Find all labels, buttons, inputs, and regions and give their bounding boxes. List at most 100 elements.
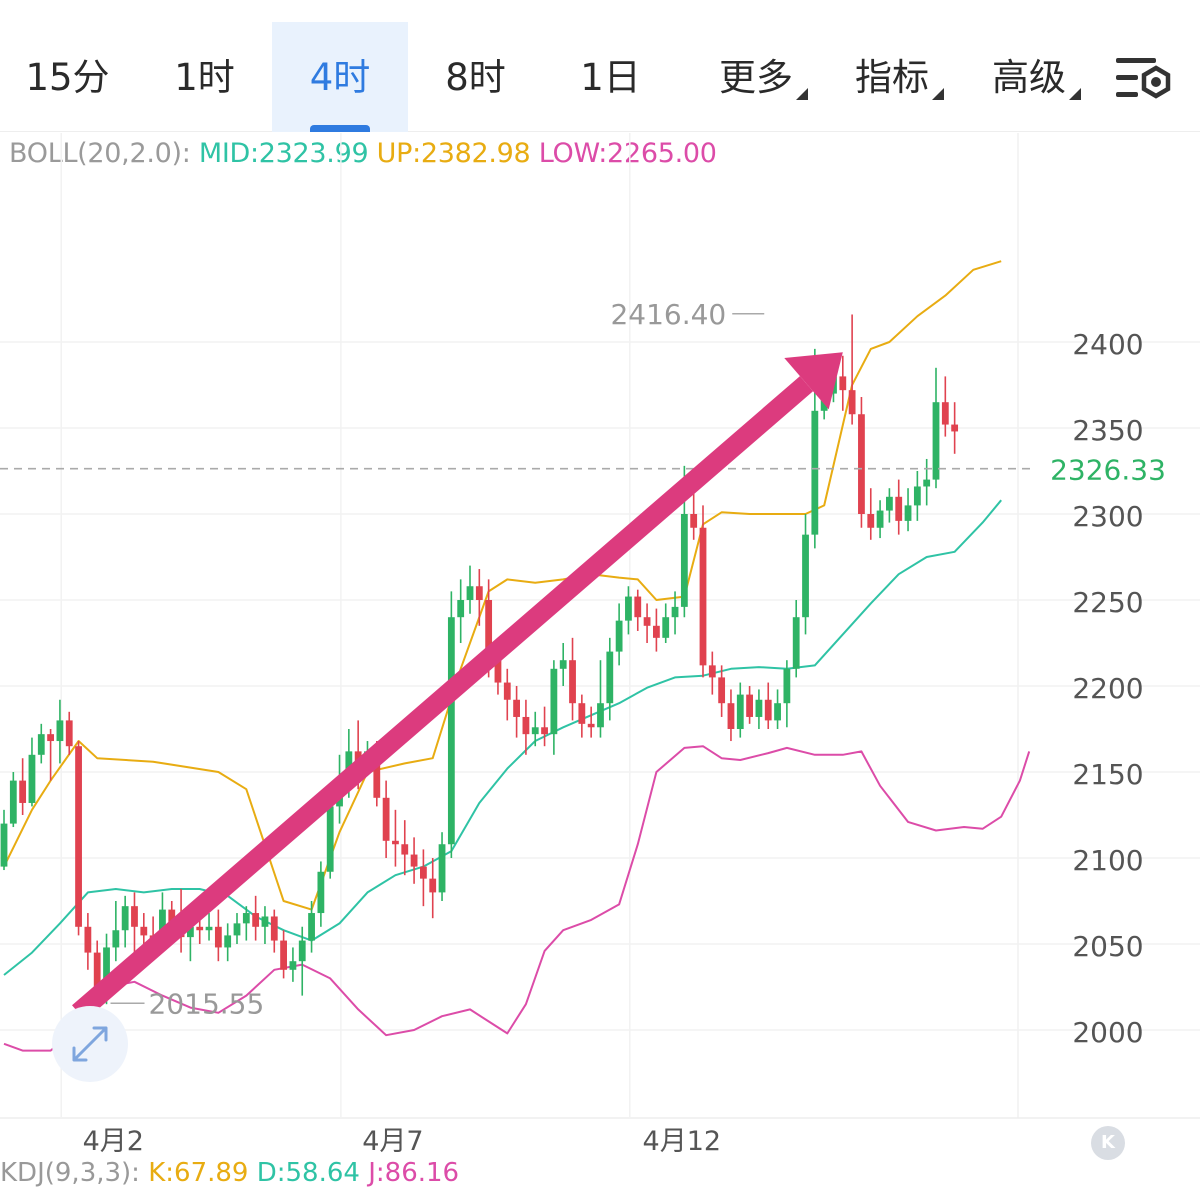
candle xyxy=(317,861,325,927)
tab-indicators[interactable]: 指标 xyxy=(842,22,944,132)
candle xyxy=(84,913,92,970)
kdj-indicator-name: KDJ(9,3,3): xyxy=(0,1158,140,1188)
candle xyxy=(261,906,269,944)
tab-1day[interactable]: 1日 xyxy=(553,22,668,132)
candle xyxy=(289,947,297,982)
high-price-label: 2416.40 xyxy=(610,298,726,331)
active-tab-indicator xyxy=(310,125,370,132)
candle xyxy=(671,591,679,635)
candle xyxy=(802,514,809,635)
candle xyxy=(466,565,474,614)
candle xyxy=(923,458,931,506)
candle xyxy=(0,809,8,871)
candle xyxy=(792,600,800,678)
timeframe-tab-bar: 15分 1时 4时 8时 1日 更多 指标 高级 xyxy=(0,0,1200,132)
candle xyxy=(513,686,520,738)
candle xyxy=(606,637,614,721)
candle xyxy=(941,376,949,437)
candle xyxy=(559,643,567,686)
candle xyxy=(727,689,735,742)
tab-8hour[interactable]: 8时 xyxy=(418,22,533,132)
candle xyxy=(429,858,437,919)
y-tick-label: 2200 xyxy=(1072,672,1143,705)
candle xyxy=(643,603,651,643)
candle xyxy=(392,809,399,867)
y-tick-label: 2150 xyxy=(1072,758,1143,791)
candle xyxy=(569,637,576,721)
candle xyxy=(615,603,623,666)
candle xyxy=(56,699,64,764)
trend-arrow-head xyxy=(784,352,843,410)
candle xyxy=(233,913,241,944)
candle xyxy=(653,608,660,652)
boll-low-value: LOW:2265.00 xyxy=(538,138,717,169)
x-tick-label: 4月7 xyxy=(362,1126,423,1157)
current-price-bg xyxy=(1030,446,1200,491)
dropdown-caret-icon xyxy=(796,88,808,100)
tab-advanced[interactable]: 高级 xyxy=(979,22,1081,132)
grid-lines xyxy=(0,133,1200,1119)
boll-indicator-name: BOLL(20,2.0): xyxy=(9,138,191,169)
tab-label: 1时 xyxy=(174,56,235,99)
candle xyxy=(447,591,455,858)
candle xyxy=(37,723,45,764)
candle xyxy=(280,930,287,979)
tab-label: 更多 xyxy=(719,56,793,99)
candle xyxy=(205,913,213,941)
candle xyxy=(625,586,632,635)
candle xyxy=(708,651,716,695)
candle xyxy=(224,923,232,962)
tab-label: 1日 xyxy=(580,56,641,99)
candle xyxy=(932,367,940,489)
candle xyxy=(75,741,82,936)
candle xyxy=(848,314,856,425)
candle xyxy=(112,901,120,962)
candle xyxy=(131,892,138,953)
candle xyxy=(913,471,921,521)
kdj-d-value: D:58.64 xyxy=(256,1158,360,1188)
tab-label: 4时 xyxy=(309,56,371,99)
expand-button[interactable] xyxy=(52,1006,128,1082)
candle xyxy=(252,895,260,941)
chart-settings-icon[interactable] xyxy=(1112,52,1174,104)
kline-logo-icon[interactable]: K xyxy=(1091,1126,1125,1160)
candle xyxy=(736,682,744,738)
y-tick-label: 2250 xyxy=(1072,586,1143,619)
current-price-label: 2326.33 xyxy=(1050,454,1166,487)
candle xyxy=(774,689,781,729)
trend-arrow-shaft xyxy=(72,376,814,1021)
y-tick-label: 2000 xyxy=(1072,1016,1143,1049)
candle xyxy=(764,682,772,729)
tab-1hour[interactable]: 1时 xyxy=(147,22,262,132)
tab-more[interactable]: 更多 xyxy=(706,22,808,132)
candle xyxy=(587,706,595,738)
candle xyxy=(401,820,409,876)
candle xyxy=(876,500,884,539)
candle xyxy=(382,780,390,858)
low-price-label: 2015.55 xyxy=(149,987,265,1020)
candle xyxy=(242,906,250,941)
candle xyxy=(755,689,763,729)
y-tick-label: 2100 xyxy=(1072,844,1143,877)
boll-up-value: UP:2382.98 xyxy=(376,138,531,169)
y-tick-label: 2050 xyxy=(1072,930,1143,963)
candle xyxy=(867,488,875,540)
tab-4hour[interactable]: 4时 xyxy=(272,22,408,132)
candle xyxy=(503,668,511,721)
candle xyxy=(839,355,847,411)
candle xyxy=(951,402,959,454)
candle xyxy=(597,660,604,738)
candle xyxy=(457,579,465,643)
tab-15min[interactable]: 15分 xyxy=(10,22,125,132)
y-tick-label: 2300 xyxy=(1072,500,1143,533)
kdj-j-value: J:86.16 xyxy=(368,1158,460,1188)
y-tick-label: 2350 xyxy=(1072,414,1143,447)
candle xyxy=(550,660,558,755)
candle xyxy=(578,694,586,738)
tab-label: 8时 xyxy=(445,56,506,99)
candle xyxy=(28,737,36,807)
candle xyxy=(634,589,642,631)
candle xyxy=(410,837,418,884)
candle xyxy=(438,832,446,901)
